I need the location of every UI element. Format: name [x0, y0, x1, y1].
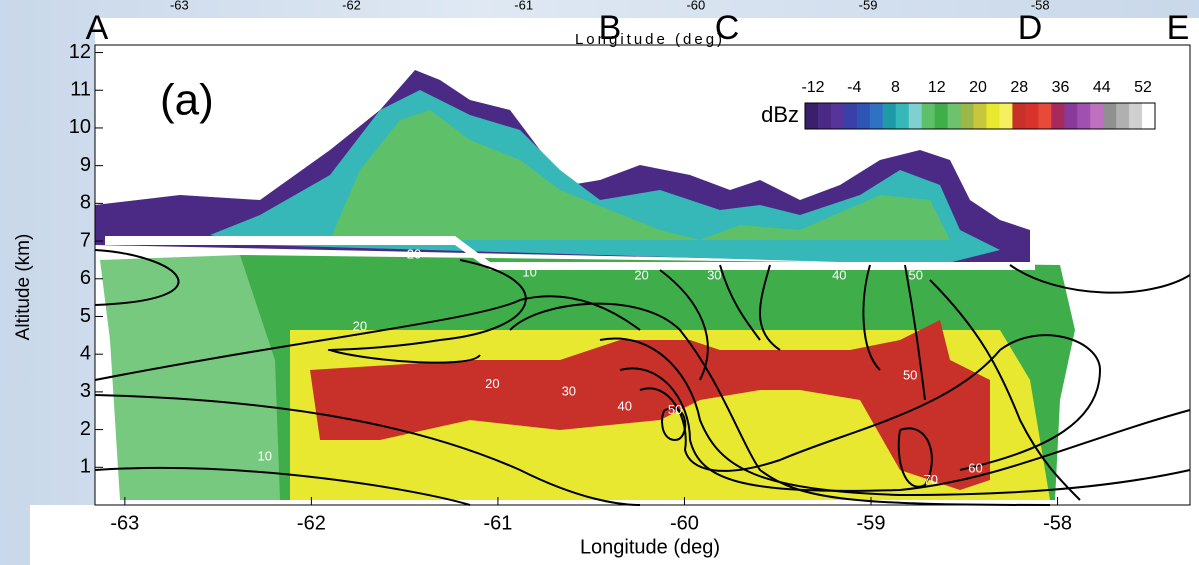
x-tick-label: -59 — [857, 512, 886, 534]
contour-label: 20 — [353, 318, 367, 333]
colorbar-tick-label: 44 — [1093, 79, 1111, 96]
colorbar-cell — [922, 103, 935, 129]
contour-label: 20 — [485, 376, 499, 391]
colorbar-cell — [974, 103, 987, 129]
section-point: D — [1018, 9, 1043, 47]
colorbar-cell — [818, 103, 831, 129]
colorbar-cell — [935, 103, 948, 129]
panel-label: (a) — [160, 76, 214, 125]
contour-label: 20 — [634, 268, 648, 283]
contour-label: 10 — [258, 449, 272, 464]
x-tick-label: -61 — [483, 512, 512, 534]
colorbar-cell — [1142, 103, 1155, 129]
colorbar-cell — [1077, 103, 1090, 129]
section-point: C — [715, 9, 740, 47]
x-tick-label: -58 — [1043, 512, 1072, 534]
colorbar-cell — [896, 103, 909, 129]
colorbar-cell — [805, 103, 818, 129]
contour-label: 40 — [1138, 438, 1152, 453]
colorbar-cell — [1051, 103, 1064, 129]
chart: (a) Longitude (deg) Longitude (deg) Alti… — [0, 0, 1199, 565]
contour-label: 40 — [618, 398, 632, 413]
colorbar-cell — [999, 103, 1012, 129]
contour-label: 10 — [522, 265, 536, 280]
contour-label: 70 — [923, 472, 937, 487]
colorbar-cell — [1116, 103, 1129, 129]
colorbar-tick-label: 20 — [969, 79, 987, 96]
contour-label: 50 — [1082, 421, 1096, 436]
y-tick-label: 5 — [80, 305, 91, 327]
contour-label: 40 — [832, 268, 846, 283]
y-tick-label: 8 — [80, 192, 91, 214]
y-axis-title: Altitude (km) — [13, 234, 34, 341]
colorbar-cell — [883, 103, 896, 129]
colorbar-label: dBz — [761, 102, 799, 127]
y-tick-label: 6 — [80, 267, 91, 289]
colorbar-cell — [909, 103, 922, 129]
colorbar-cell — [1090, 103, 1103, 129]
colorbar-tick-label: 12 — [928, 79, 946, 96]
section-point: B — [599, 9, 622, 47]
x2-tick-label: -61 — [514, 0, 533, 12]
colorbar-cell — [831, 103, 844, 129]
x-tick-label: -62 — [297, 512, 326, 534]
x-tick-label: -60 — [670, 512, 699, 534]
section-point: A — [86, 9, 109, 47]
colorbar-tick-label: 28 — [1010, 79, 1028, 96]
y-tick-label: 2 — [80, 418, 91, 440]
x2-axis-title: Longitude (deg) — [575, 31, 725, 48]
colorbar-cell — [948, 103, 961, 129]
contour-label: 50 — [909, 268, 923, 283]
page: {"chart_data":{"type":"cross-section","p… — [0, 0, 1199, 565]
colorbar-cell — [1103, 103, 1116, 129]
y-tick-label: 1 — [80, 456, 91, 478]
x2-tick-label: -60 — [686, 0, 705, 12]
colorbar-tick-label: 36 — [1052, 79, 1070, 96]
colorbar-cell — [961, 103, 974, 129]
contour-label: 60 — [968, 461, 982, 476]
colorbar-tick-label: 8 — [891, 79, 900, 96]
colorbar-cell — [1129, 103, 1142, 129]
y-tick-label: 3 — [80, 380, 91, 402]
contour-label: 60 — [1084, 266, 1098, 281]
x-tick-label: -63 — [110, 512, 139, 534]
contour-label: 50 — [903, 367, 917, 382]
colorbar-tick-label: -12 — [801, 79, 824, 96]
y-tick-label: 10 — [69, 116, 91, 138]
contour-label: 20 — [407, 246, 421, 261]
colorbar-cell — [857, 103, 870, 129]
contour-label: 50 — [668, 402, 682, 417]
colorbar-cell — [844, 103, 857, 129]
colorbar-cell — [1025, 103, 1038, 129]
contour-label: 30 — [1144, 489, 1158, 504]
colorbar-cell — [1064, 103, 1077, 129]
colorbar-cell — [870, 103, 883, 129]
section-point: E — [1167, 9, 1190, 47]
contour-label: 30 — [562, 383, 576, 398]
x2-tick-label: -62 — [342, 0, 361, 12]
x2-tick-label: -59 — [859, 0, 878, 12]
colorbar-cell — [1038, 103, 1051, 129]
colorbar-cell — [1012, 103, 1025, 129]
x2-tick-label: -63 — [170, 0, 189, 12]
y-tick-label: 9 — [80, 154, 91, 176]
x-axis-title: Longitude (deg) — [580, 536, 720, 558]
colorbar-tick-label: 52 — [1134, 79, 1152, 96]
colorbar-tick-label: -4 — [847, 79, 861, 96]
contour-label: 30 — [707, 268, 721, 283]
y-tick-label: 4 — [80, 342, 91, 364]
y-tick-label: 11 — [70, 79, 91, 101]
colorbar-cell — [986, 103, 999, 129]
y-tick-label: 7 — [80, 229, 91, 251]
